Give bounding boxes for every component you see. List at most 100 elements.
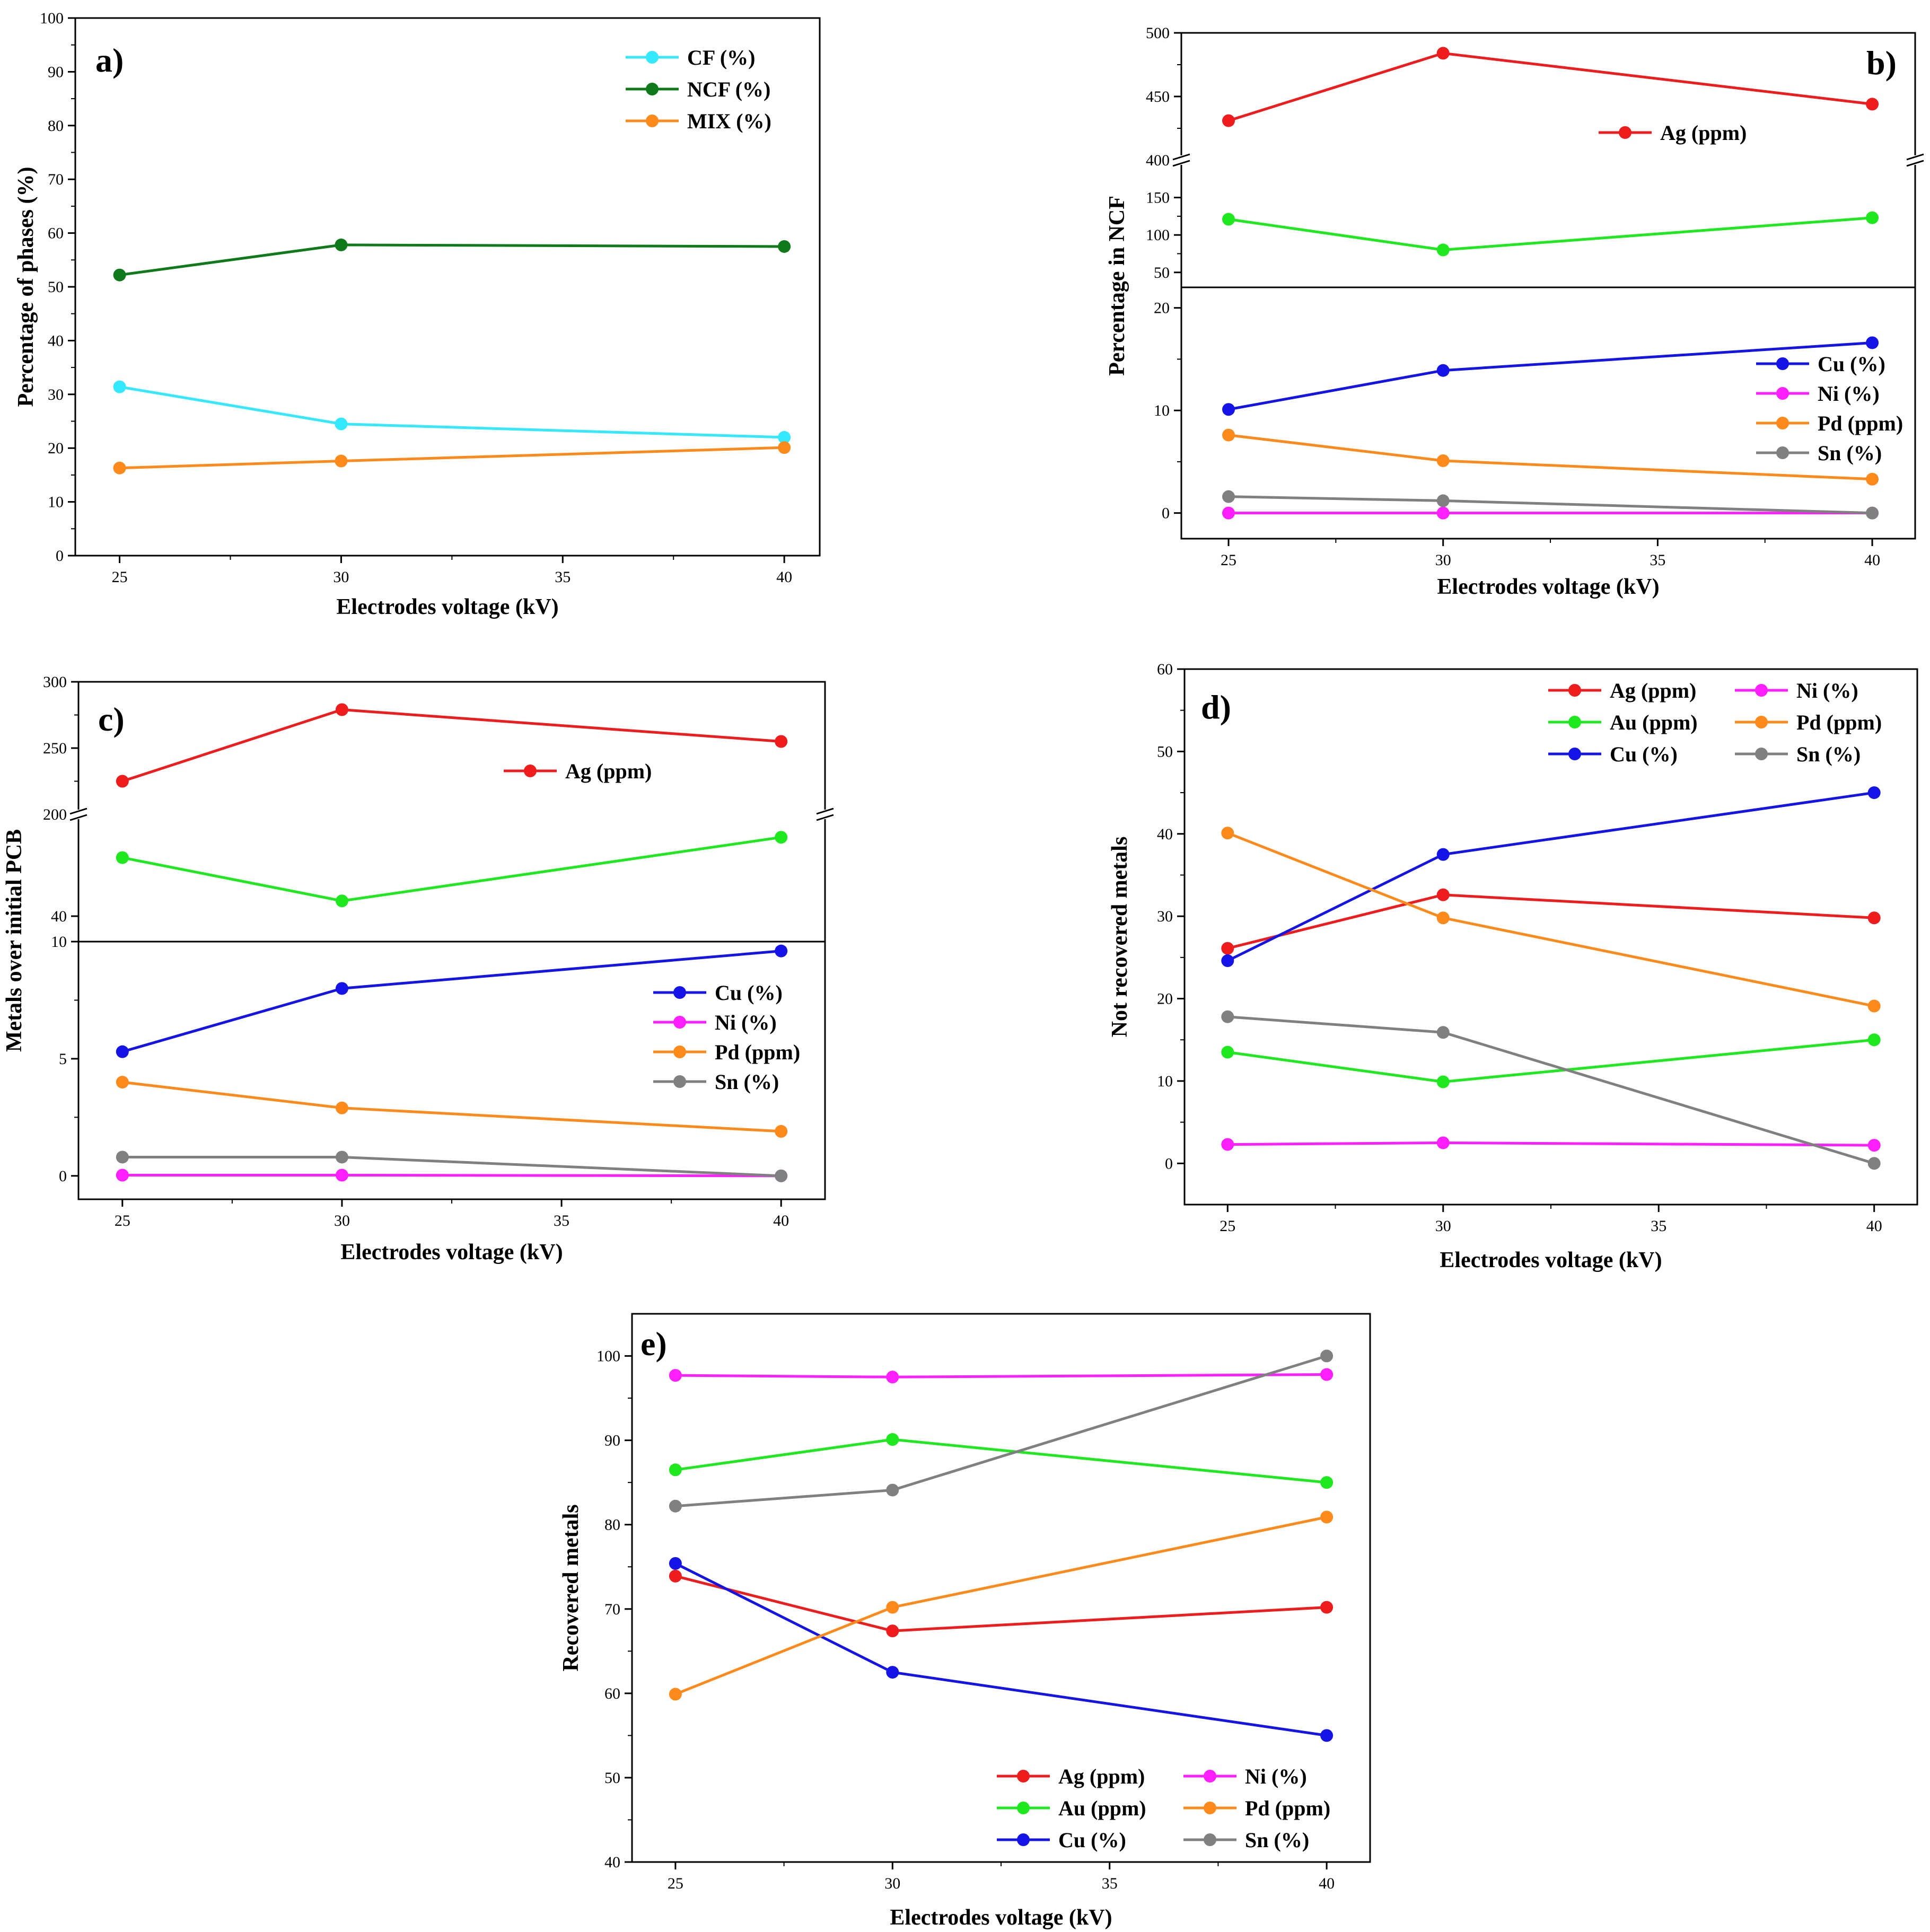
data-point bbox=[1320, 1729, 1334, 1742]
legend-entry: Pd (ppm) bbox=[1818, 411, 1903, 435]
y-tick-label: 30 bbox=[48, 386, 64, 403]
y-tick-label: 50 bbox=[1154, 264, 1170, 282]
legend-swatch-marker bbox=[646, 51, 659, 64]
data-point bbox=[886, 1666, 899, 1679]
legend-swatch-marker bbox=[1568, 716, 1581, 728]
data-point bbox=[335, 238, 348, 251]
x-tick-label: 30 bbox=[334, 1212, 350, 1230]
series-line-a-ncf bbox=[119, 243, 785, 277]
data-point bbox=[1867, 1157, 1881, 1170]
series-line-d-ni bbox=[1227, 1141, 1874, 1147]
legend-entry: Ag (ppm) bbox=[565, 759, 652, 783]
axis-break-mark bbox=[1906, 153, 1924, 161]
legend-swatch-marker bbox=[1776, 417, 1789, 429]
series-line-c-ag bbox=[122, 708, 782, 783]
x-tick-label: 30 bbox=[884, 1875, 900, 1892]
y-tick-label: 200 bbox=[43, 806, 67, 823]
data-point bbox=[1222, 506, 1235, 520]
legend-swatch-marker bbox=[673, 986, 686, 999]
x-tick-label: 25 bbox=[1220, 1217, 1235, 1235]
data-point bbox=[1221, 1138, 1234, 1151]
legend-entry: Au (ppm) bbox=[1058, 1796, 1146, 1820]
data-point bbox=[669, 1557, 682, 1570]
legend-swatch-marker bbox=[673, 1016, 686, 1029]
plot-frame bbox=[1180, 32, 1916, 540]
legend-entry: Sn (%) bbox=[715, 1070, 779, 1094]
x-axis-title: Electrodes voltage (kV) bbox=[340, 1240, 563, 1264]
series-line-b-sn bbox=[1228, 495, 1873, 515]
panel-label: e) bbox=[641, 1325, 667, 1363]
y-tick-label: 0 bbox=[1162, 505, 1170, 522]
data-point bbox=[1436, 243, 1450, 257]
data-point bbox=[1222, 213, 1235, 226]
data-point bbox=[335, 454, 348, 468]
legend-swatch-marker bbox=[524, 765, 537, 777]
y-tick-label: 150 bbox=[1146, 189, 1170, 207]
axis-break-mark bbox=[816, 814, 834, 821]
panel-label: d) bbox=[1201, 688, 1231, 726]
legend-swatch-marker bbox=[646, 115, 659, 127]
y-tick-label: 0 bbox=[59, 1167, 67, 1185]
y-tick-label: 20 bbox=[1157, 990, 1173, 1008]
series-line-d-cu bbox=[1227, 791, 1875, 962]
series-line-d-pd bbox=[1227, 831, 1875, 1007]
legend-entry: Ni (%) bbox=[1245, 1764, 1307, 1788]
legend-entry: MIX (%) bbox=[687, 109, 771, 133]
data-point bbox=[775, 944, 788, 958]
data-point bbox=[116, 1076, 129, 1089]
data-point bbox=[1320, 1511, 1334, 1524]
chart-panel-a: 25 30 35 40 0 10 20 30 40 50 60 70 80 90 100 CF (%) NCF … bbox=[14, 10, 821, 619]
data-point bbox=[116, 1151, 129, 1164]
y-tick-label: 50 bbox=[1157, 743, 1173, 760]
data-point bbox=[1436, 454, 1450, 467]
legend-swatch-marker bbox=[1776, 387, 1789, 400]
legend-swatch-marker bbox=[1619, 126, 1631, 139]
data-point bbox=[116, 851, 129, 864]
legend-entry: Ag (ppm) bbox=[1660, 121, 1747, 145]
data-point bbox=[778, 441, 791, 454]
data-point bbox=[335, 1169, 348, 1182]
legend-entry: NCF (%) bbox=[687, 77, 770, 101]
x-tick-label: 35 bbox=[1650, 551, 1665, 569]
data-point bbox=[116, 1045, 129, 1058]
legend-swatch-marker bbox=[1568, 684, 1581, 697]
data-point bbox=[116, 1169, 129, 1182]
y-axis-title: Metals over initial PCB bbox=[2, 829, 27, 1052]
legend-entry: Pd (ppm) bbox=[715, 1040, 800, 1064]
x-tick-label: 25 bbox=[1221, 551, 1236, 569]
x-tick-label: 35 bbox=[554, 1212, 569, 1230]
data-point bbox=[1436, 1136, 1450, 1149]
panel-label: a) bbox=[95, 41, 124, 79]
x-tick-label: 30 bbox=[1435, 1217, 1451, 1235]
legend-swatch-marker bbox=[1568, 748, 1581, 760]
data-point bbox=[1866, 336, 1879, 349]
y-axis-title: Percentage in NCF bbox=[1105, 196, 1129, 376]
legend-entry: Cu (%) bbox=[1818, 352, 1885, 376]
series-line-d-sn bbox=[1227, 1015, 1875, 1165]
data-point bbox=[335, 703, 348, 716]
chart-panel-e: 25 30 35 40 40 50 60 70 80 90 100 Ag (ppm) Au (ppm) C… bbox=[559, 1313, 1371, 1930]
legend-entry: Ag (ppm) bbox=[1058, 1764, 1145, 1788]
data-point bbox=[1436, 47, 1450, 60]
data-point bbox=[1221, 954, 1234, 968]
x-tick-label: 25 bbox=[112, 568, 128, 586]
data-point bbox=[335, 1151, 348, 1164]
series-line-e-pd bbox=[674, 1515, 1327, 1696]
y-tick-label: 60 bbox=[604, 1685, 620, 1702]
x-tick-label: 40 bbox=[776, 568, 792, 586]
data-point bbox=[1436, 1026, 1450, 1039]
x-tick-label: 35 bbox=[555, 568, 571, 586]
data-point bbox=[116, 775, 129, 788]
x-tick-label: 25 bbox=[115, 1212, 130, 1230]
axis-break-mark bbox=[69, 814, 87, 821]
series-line-b-au bbox=[1228, 216, 1873, 251]
legend-swatch-marker bbox=[1204, 1802, 1216, 1814]
data-point bbox=[113, 268, 126, 282]
data-point bbox=[335, 417, 348, 431]
data-point bbox=[886, 1624, 899, 1638]
data-point bbox=[1221, 827, 1234, 840]
legend-entry: CF (%) bbox=[687, 46, 755, 69]
y-tick-label: 0 bbox=[1165, 1155, 1173, 1172]
chart-panel-b: 25 30 35 40 400 450 500 50 100 150 0 10 20 Ag (ppm) Cu… bbox=[1105, 24, 1924, 599]
series-line-b-pd bbox=[1228, 434, 1873, 481]
